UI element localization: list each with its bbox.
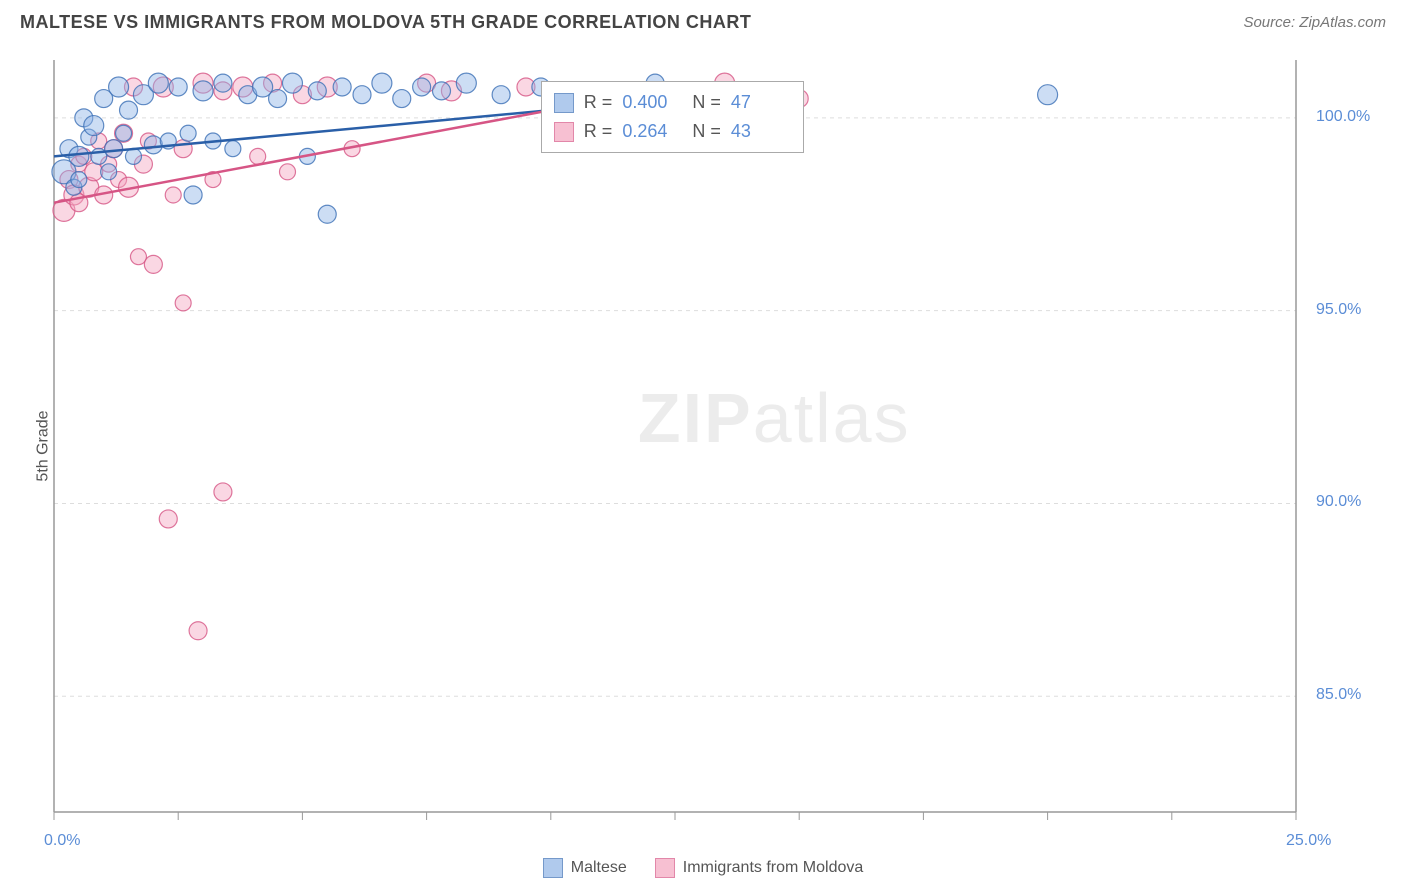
stats-row: R =0.400N =47 [554,88,791,117]
swatch-icon [543,858,563,878]
chart-area: ZIPatlas R =0.400N =47R =0.264N =43 [50,50,1386,832]
chart-title: MALTESE VS IMMIGRANTS FROM MOLDOVA 5TH G… [20,12,751,33]
stats-row: R =0.264N =43 [554,117,791,146]
swatch-icon [554,122,574,142]
legend-label: Immigrants from Moldova [683,859,864,877]
legend-label: Maltese [571,859,627,877]
swatch-icon [554,93,574,113]
swatch-icon [655,858,675,878]
y-tick-label: 95.0% [1316,301,1361,319]
y-tick-label: 85.0% [1316,686,1361,704]
chart-header: MALTESE VS IMMIGRANTS FROM MOLDOVA 5TH G… [0,0,1406,41]
legend-item-moldova: Immigrants from Moldova [655,858,864,878]
correlation-stats-box: R =0.400N =47R =0.264N =43 [541,81,804,153]
y-tick-label: 100.0% [1316,108,1370,126]
y-tick-label: 90.0% [1316,493,1361,511]
legend: Maltese Immigrants from Moldova [0,858,1406,878]
source-label: Source: ZipAtlas.com [1243,14,1386,31]
legend-item-maltese: Maltese [543,858,627,878]
x-tick-label: 25.0% [1286,832,1331,850]
x-tick-label: 0.0% [44,832,80,850]
scatter-plot [50,50,1386,832]
